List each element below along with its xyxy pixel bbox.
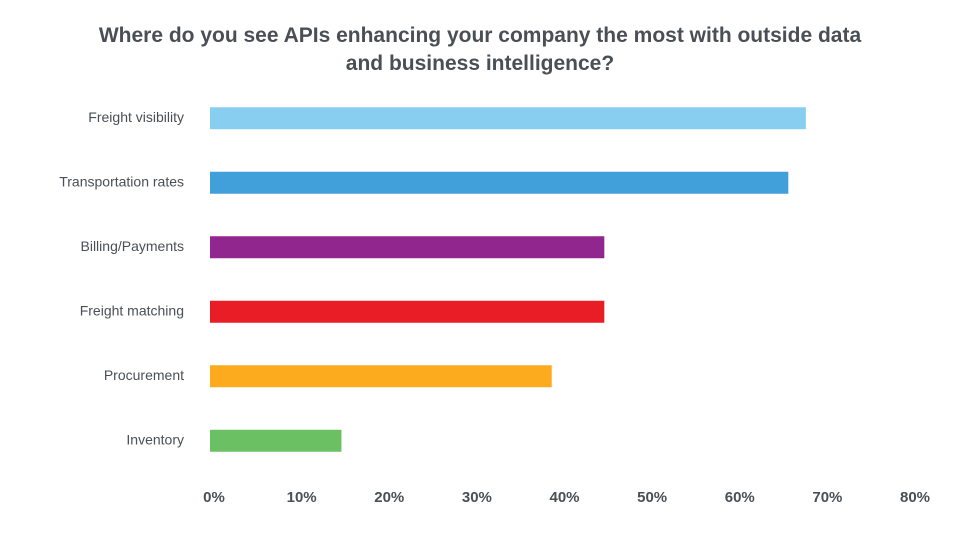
chart-title: Where do you see APIs enhancing your com… — [98, 24, 862, 75]
bar — [210, 107, 806, 130]
y-tick-label: Transportation rates — [59, 173, 184, 189]
bar — [210, 429, 342, 452]
x-tick-label: 10% — [287, 489, 317, 506]
y-tick-label: Inventory — [126, 431, 184, 447]
bar — [210, 300, 605, 323]
y-tick-label: Procurement — [104, 367, 184, 383]
x-tick-label: 40% — [549, 489, 579, 506]
y-tick-label: Freight visibility — [88, 109, 184, 125]
x-tick-label: 70% — [812, 489, 842, 506]
x-tick-label: 50% — [637, 489, 667, 506]
bar — [210, 236, 605, 259]
bar — [210, 171, 789, 194]
y-tick-label: Freight matching — [80, 302, 184, 318]
x-tick-label: 0% — [203, 489, 225, 506]
y-tick-label: Billing/Payments — [81, 238, 185, 254]
x-tick-label: 60% — [725, 489, 755, 506]
x-tick-label: 30% — [462, 489, 492, 506]
x-tick-label: 20% — [374, 489, 404, 506]
x-tick-label: 80% — [900, 489, 930, 506]
bar — [210, 365, 552, 388]
